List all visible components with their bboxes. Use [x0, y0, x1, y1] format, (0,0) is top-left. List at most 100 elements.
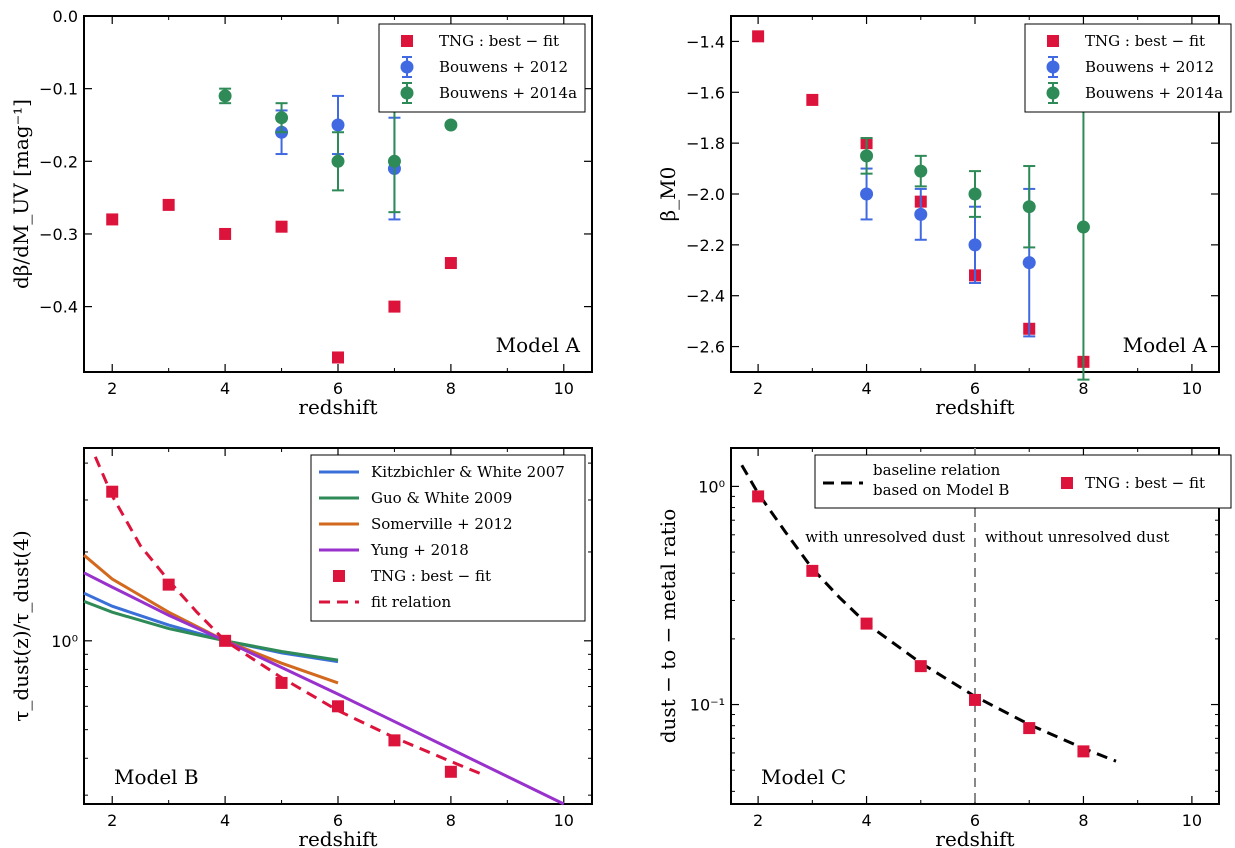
- data-point: [218, 89, 232, 103]
- y-tick-label: −0.3: [39, 225, 78, 244]
- legend-label: Guo & White 2009: [371, 489, 512, 507]
- legend-label: Yung + 2018: [370, 541, 469, 559]
- data-point: [332, 700, 344, 713]
- legend-label: Bouwens + 2012: [439, 58, 568, 76]
- data-point: [914, 660, 927, 673]
- y-tick-label: 10⁰: [698, 477, 725, 496]
- x-tick-label: 2: [107, 811, 117, 830]
- region-label-right: without unresolved dust: [985, 528, 1169, 546]
- data-point: [162, 578, 175, 591]
- x-tick-label: 4: [220, 379, 230, 398]
- legend-label: based on Model B: [873, 481, 1009, 499]
- y-tick-label: 10⁻¹: [690, 696, 725, 715]
- legend: baseline relation based on Model B TNG : b…: [814, 454, 1232, 509]
- x-tick-label: 2: [753, 811, 763, 830]
- y-axis-label: dβ/dM_UV [mag⁻¹]: [9, 99, 33, 289]
- legend-label: TNG : best − fit: [371, 567, 491, 585]
- data-point: [275, 220, 288, 233]
- legend-swatch: [1061, 477, 1073, 489]
- x-tick-label: 10: [1182, 811, 1202, 830]
- legend-label: TNG : best − fit: [1085, 32, 1205, 50]
- legend-swatch: [1046, 60, 1060, 74]
- data-point: [1077, 745, 1090, 758]
- panel-beta-slope: 2 4 6 8 10 0.0 −0.1 −0.2 −0.3 −0.4 redshift dβ/dM_U…: [9, 7, 593, 419]
- data-point: [914, 164, 928, 178]
- model-annotation: Model B: [114, 765, 199, 789]
- data-point: [162, 198, 175, 211]
- x-tick-label: 6: [970, 811, 980, 830]
- y-tick-label: −0.1: [39, 80, 78, 99]
- y-tick-label: −1.6: [686, 83, 725, 102]
- y-tick-label: 0.0: [53, 7, 78, 26]
- data-point: [752, 490, 765, 503]
- legend-swatch: [401, 35, 413, 47]
- x-tick-label: 2: [107, 379, 117, 398]
- legend-label: TNG : best − fit: [439, 32, 559, 50]
- x-tick-label: 2: [753, 379, 763, 398]
- x-axis-label: redshift: [935, 395, 1014, 419]
- series-line: [93, 456, 486, 777]
- data-point: [1076, 220, 1090, 234]
- panel-dust-to-metal: 2 4 6 8 10 10⁰ 10⁻¹ redshift dust − to − metal r…: [656, 447, 1232, 848]
- data-point: [331, 118, 345, 132]
- data-point: [968, 187, 982, 201]
- data-point: [388, 300, 401, 313]
- legend-label: baseline relation: [873, 461, 1001, 479]
- x-axis-label: redshift: [298, 827, 377, 848]
- y-tick-label: −2.2: [686, 236, 725, 255]
- series-line: [740, 464, 1117, 763]
- x-axis-label: redshift: [935, 827, 1014, 848]
- x-tick-label: 4: [220, 811, 230, 830]
- data-point: [219, 227, 232, 240]
- legend-swatch: [400, 60, 414, 74]
- y-tick-label: −2.6: [686, 338, 725, 357]
- x-tick-label: 10: [554, 811, 574, 830]
- legend-swatch: [333, 570, 345, 582]
- y-tick-label: −2.0: [686, 185, 725, 204]
- panel-beta-m0: 2 4 6 8 10 −1.4 −1.6 −1.8 −2.0 −2.2 −2.4 −2.6 redshi…: [656, 15, 1232, 419]
- y-tick-label: −0.2: [39, 152, 78, 171]
- data-point: [1022, 256, 1036, 270]
- legend-label: Somerville + 2012: [371, 515, 513, 533]
- x-axis-label: redshift: [298, 395, 377, 419]
- y-tick-label: −2.4: [686, 287, 725, 306]
- legend-swatch: [1047, 35, 1059, 47]
- y-tick-label: −1.4: [686, 32, 725, 51]
- x-tick-label: 10: [554, 379, 574, 398]
- legend-box: [310, 454, 586, 622]
- data-point: [860, 187, 874, 201]
- data-point: [1022, 200, 1036, 214]
- data-point: [806, 93, 819, 106]
- legend-label: TNG : best − fit: [1085, 474, 1205, 492]
- data-point: [969, 693, 981, 706]
- data-point: [275, 111, 289, 125]
- x-tick-label: 6: [333, 379, 343, 398]
- data-point: [332, 351, 344, 364]
- x-tick-label: 6: [333, 811, 343, 830]
- x-tick-label: 4: [861, 379, 871, 398]
- x-tick-label: 8: [446, 811, 456, 830]
- x-tick-label: 8: [446, 379, 456, 398]
- legend-swatch: [1046, 86, 1060, 100]
- region-label-left: with unresolved dust: [805, 528, 965, 546]
- y-axis-label: dust − to − metal ratio: [656, 509, 680, 743]
- legend-box: [814, 454, 1232, 509]
- y-tick-label: −1.8: [686, 134, 725, 153]
- data-point: [106, 485, 119, 498]
- data-point: [752, 30, 765, 43]
- data-point: [860, 149, 874, 163]
- y-tick-label: −0.4: [39, 298, 78, 317]
- x-tick-label: 6: [970, 379, 980, 398]
- legend-label: Bouwens + 2014a: [1085, 84, 1223, 102]
- data-point: [1023, 722, 1036, 735]
- legend-swatch: [400, 86, 414, 100]
- model-annotation: Model A: [1123, 333, 1208, 357]
- legend: Kitzbichler & White 2007 Guo & White 2009…: [310, 454, 586, 622]
- data-point: [914, 207, 928, 221]
- model-annotation: Model C: [761, 765, 846, 789]
- model-annotation: Model A: [496, 333, 581, 357]
- x-tick-label: 8: [1078, 811, 1088, 830]
- data-point: [444, 118, 458, 132]
- data-point: [860, 617, 873, 630]
